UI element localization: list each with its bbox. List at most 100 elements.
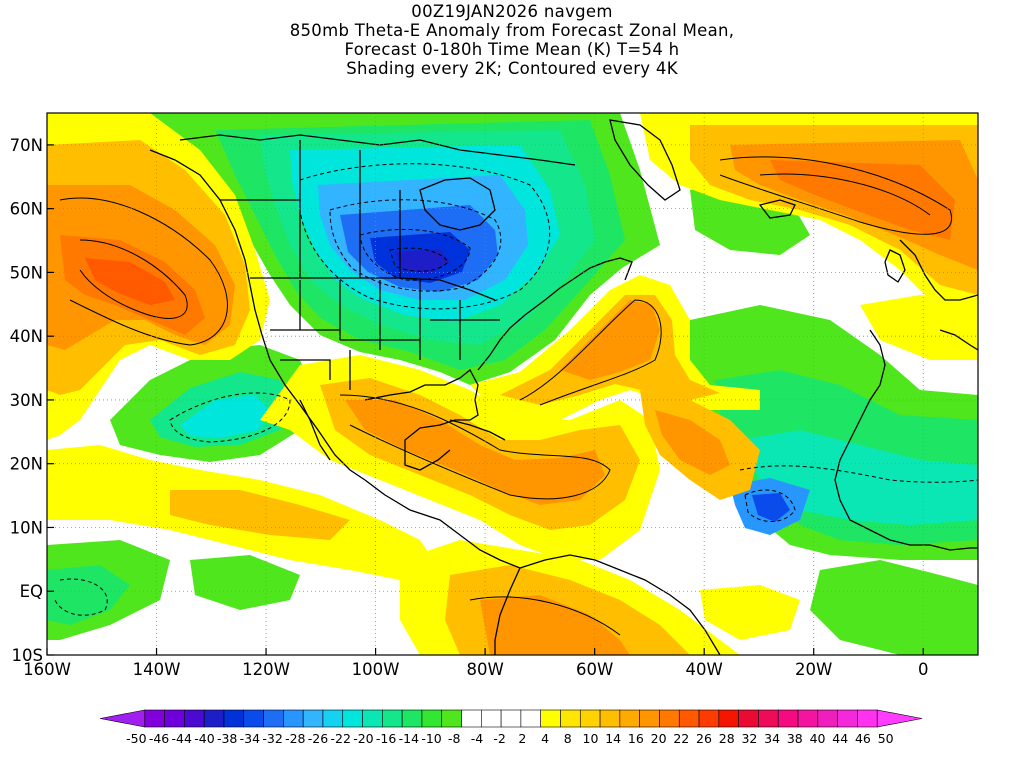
colorbar-label: -4	[471, 731, 484, 746]
colorbar-swatch	[362, 709, 383, 728]
lat-tick-label: 40N	[10, 327, 43, 346]
colorbar-label: 46	[855, 731, 871, 746]
colorbar-swatch	[302, 709, 324, 728]
title-line-3: Forecast 0-180h Time Mean (K) T=54 h	[344, 40, 680, 59]
colorbar-label: -8	[448, 731, 461, 746]
lat-tick-label: 10N	[10, 518, 43, 537]
lon-tick-label: 80W	[466, 660, 503, 679]
colorbar-swatch	[659, 709, 680, 728]
colorbar-swatch	[619, 709, 640, 728]
longitude-axis: 160W 140W 120W 100W 80W 60W 40W 20W 0	[23, 648, 928, 679]
colorbar-label: 4	[541, 731, 549, 746]
colorbar: -50 -46 -44 -40 -38 -34 -32 -28 -26 -22 -20 -16 -14-…	[99, 709, 923, 746]
colorbar-arrow-high	[876, 709, 923, 728]
colorbar-swatch	[144, 709, 165, 728]
colorbar-swatch	[461, 709, 482, 728]
colorbar-label: 44	[832, 731, 848, 746]
colorbar-swatch	[678, 709, 700, 728]
lon-tick-label: 60W	[576, 660, 613, 679]
title-line-2: 850mb Theta-E Anomaly from Forecast Zona…	[289, 21, 735, 40]
lon-tick-label: 20W	[795, 660, 832, 679]
lon-tick-label: 140W	[133, 660, 181, 679]
lat-tick-label: 60N	[10, 200, 43, 219]
colorbar-swatch	[817, 709, 838, 728]
lon-tick-label: 40W	[686, 660, 723, 679]
colorbar-swatch	[560, 709, 581, 728]
colorbar-label: -22	[330, 731, 350, 746]
colorbar-swatch	[758, 709, 779, 728]
colorbar-label: 50	[878, 731, 894, 746]
warm-anomaly-shading	[47, 113, 978, 655]
colorbar-label: -10	[421, 731, 441, 746]
colorbar-label: -38	[217, 731, 237, 746]
colorbar-label: -34	[240, 731, 260, 746]
colorbar-swatch	[441, 709, 462, 728]
latitude-axis: 70N 60N 50N 40N 30N 20N 10N EQ 10S	[10, 136, 54, 665]
colorbar-swatch	[283, 709, 304, 728]
colorbar-swatch	[599, 709, 621, 728]
colorbar-label: -16	[376, 731, 396, 746]
colorbar-swatch	[243, 709, 264, 728]
colorbar-label: 40	[810, 731, 826, 746]
colorbar-label: -32	[262, 731, 282, 746]
colorbar-swatch	[738, 709, 759, 728]
colorbar-label: 28	[719, 731, 735, 746]
colorbar-swatch	[579, 709, 601, 728]
colorbar-label: -46	[149, 731, 169, 746]
colorbar-label: 26	[696, 731, 712, 746]
colorbar-label: -50	[126, 731, 146, 746]
colorbar-swatch	[777, 709, 799, 728]
colorbar-label: 34	[764, 731, 780, 746]
colorbar-label: 38	[787, 731, 803, 746]
colorbar-swatch	[401, 709, 423, 728]
lat-tick-label: 50N	[10, 263, 43, 282]
colorbar-label: -44	[172, 731, 192, 746]
colorbar-swatch	[500, 709, 522, 728]
colorbar-label: -14	[399, 731, 419, 746]
colorbar-label: 8	[564, 731, 572, 746]
colorbar-label: 2	[518, 731, 526, 746]
colorbar-swatch	[223, 709, 245, 728]
lon-tick-label: 100W	[352, 660, 400, 679]
colorbar-label: 22	[673, 731, 689, 746]
lat-tick-label: 30N	[10, 391, 43, 410]
colorbar-swatch	[322, 709, 344, 728]
colorbar-swatch	[540, 709, 561, 728]
plot-frame	[46, 112, 979, 656]
colorbar-swatch	[857, 709, 878, 728]
colorbar-swatch	[164, 709, 185, 728]
lat-tick-label: 10S	[12, 646, 43, 665]
colorbar-label: 20	[651, 731, 667, 746]
colorbar-swatch	[639, 709, 660, 728]
colorbar-swatch	[342, 709, 363, 728]
colorbar-label: 32	[741, 731, 757, 746]
colorbar-label: 10	[583, 731, 599, 746]
colorbar-swatch	[203, 709, 225, 728]
lon-tick-label: 160W	[23, 660, 71, 679]
colorbar-label: 14	[605, 731, 621, 746]
title-line-4: Shading every 2K; Contoured every 4K	[346, 59, 678, 78]
lon-tick-label: 0	[918, 660, 929, 679]
colorbar-swatch	[837, 709, 858, 728]
colorbar-swatch	[184, 709, 205, 728]
colorbar-swatch	[718, 709, 739, 728]
theta-e-anomaly-map	[47, 113, 978, 655]
colorbar-swatch	[698, 709, 720, 728]
colorbar-label: 16	[628, 731, 644, 746]
colorbar-label: -2	[493, 731, 505, 746]
lat-tick-label: EQ	[20, 582, 43, 601]
colorbar-swatch	[481, 709, 502, 728]
title-line-1: 00Z19JAN2026 navgem	[411, 2, 613, 21]
colorbar-arrow-low	[99, 709, 146, 728]
lon-tick-label: 120W	[242, 660, 290, 679]
colorbar-swatch	[382, 709, 403, 728]
colorbar-label: -20	[353, 731, 373, 746]
colorbar-label: -40	[194, 731, 214, 746]
lat-tick-label: 20N	[10, 455, 43, 474]
colorbar-swatch	[263, 709, 284, 728]
colorbar-label: -26	[308, 731, 328, 746]
lat-tick-label: 70N	[10, 136, 43, 155]
colorbar-swatch	[520, 709, 541, 728]
colorbar-swatch	[421, 709, 443, 728]
